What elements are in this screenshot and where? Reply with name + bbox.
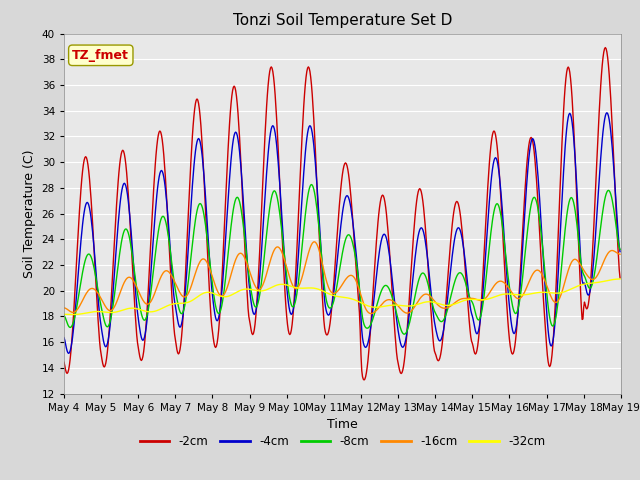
-16cm [70,309,78,315]
Y-axis label: Soil Temperature (C): Soil Temperature (C) [23,149,36,278]
Text: TZ_fmet: TZ_fmet [72,49,129,62]
-8cm [308,181,316,187]
-32cm [185,300,193,305]
-2cm [410,222,418,228]
-4cm [185,242,193,248]
-16cm [184,291,191,297]
-2cm [427,302,435,308]
-32cm [427,299,435,305]
-32cm [410,302,418,308]
-16cm [412,303,419,309]
-2cm [70,304,78,310]
-8cm [401,331,408,337]
Line: -32cm: -32cm [64,279,620,314]
-32cm [60,312,68,317]
Title: Tonzi Soil Temperature Set D: Tonzi Soil Temperature Set D [233,13,452,28]
-16cm [367,311,375,316]
X-axis label: Time: Time [327,418,358,431]
-8cm [127,245,135,251]
-32cm [616,276,624,282]
-32cm [214,292,221,298]
-4cm [214,317,221,323]
-2cm [602,45,609,50]
-2cm [184,224,191,229]
-8cm [70,317,78,323]
-2cm [360,377,368,383]
-2cm [127,241,135,247]
-16cm [310,239,318,245]
-16cm [213,288,221,293]
-4cm [410,262,418,267]
Legend: -2cm, -4cm, -8cm, -16cm, -32cm: -2cm, -4cm, -8cm, -16cm, -32cm [135,430,550,453]
-4cm [603,110,611,116]
-8cm [184,283,191,289]
-8cm [616,247,624,252]
-16cm [60,305,68,311]
-16cm [616,252,624,257]
-4cm [71,313,79,319]
-4cm [128,241,136,247]
-4cm [427,285,435,290]
-32cm [128,305,136,311]
Line: -16cm: -16cm [64,242,620,313]
Line: -2cm: -2cm [64,48,620,380]
-2cm [213,340,221,346]
Line: -4cm: -4cm [64,113,620,353]
-4cm [60,335,68,341]
-2cm [60,360,68,365]
-4cm [65,350,72,356]
Line: -8cm: -8cm [64,184,620,334]
-4cm [616,249,624,254]
-2cm [616,275,624,281]
-32cm [69,312,77,317]
-8cm [428,297,435,302]
-8cm [213,309,221,314]
-8cm [412,293,419,299]
-16cm [428,294,435,300]
-8cm [60,312,68,318]
-16cm [127,276,135,281]
-32cm [71,312,79,317]
